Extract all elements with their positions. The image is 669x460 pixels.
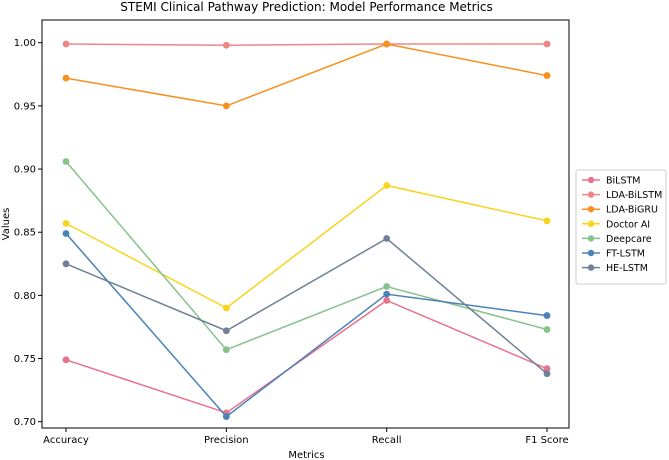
series-ft-lstm: [62, 230, 551, 421]
legend-label: Doctor AI: [606, 219, 650, 230]
data-point: [383, 182, 391, 189]
series-bilstm: [62, 297, 551, 417]
data-point: [383, 40, 391, 48]
legend-item: FT-LSTM: [582, 249, 645, 260]
y-tick-label: 0.80: [14, 291, 36, 302]
x-tick-label: F1 Score: [525, 435, 568, 446]
y-axis-label: Values: [1, 208, 12, 241]
legend-item: Deepcare: [582, 234, 652, 245]
data-point: [222, 413, 230, 421]
legend: BiLSTM LDA-BiLSTM LDA-BiGRU Doctor AI Deepca…: [575, 169, 667, 285]
legend-item: LDA-BiLSTM: [582, 190, 662, 201]
data-point: [62, 230, 70, 237]
data-point: [222, 327, 230, 335]
legend-marker: [587, 176, 595, 184]
series-doctor-ai: [62, 182, 551, 312]
data-point: [383, 297, 391, 304]
series-line: [65, 184, 548, 309]
series-line: [65, 43, 548, 107]
data-point: [383, 290, 391, 298]
data-point: [543, 40, 551, 48]
data-point: [222, 41, 230, 49]
data-point: [222, 346, 230, 354]
series-line: [65, 160, 548, 351]
series-line: [65, 299, 548, 414]
legend-marker: [587, 235, 595, 242]
series-line: [65, 232, 548, 418]
data-point: [543, 365, 551, 373]
legend-item: LDA-BiGRU: [582, 205, 658, 216]
series-line: [65, 237, 548, 375]
x-axis-label: Metrics: [288, 450, 324, 460]
legend-label: LDA-BiGRU: [606, 205, 658, 216]
legend-marker: [587, 191, 595, 198]
legend-item: BiLSTM: [582, 176, 640, 187]
legend-label: HE-LSTM: [606, 263, 648, 274]
series-group: [62, 40, 551, 421]
legend-label: FT-LSTM: [606, 249, 645, 260]
x-tick-label: Accuracy: [43, 435, 89, 446]
data-point: [543, 326, 551, 333]
data-point: [543, 312, 551, 319]
y-axis: 0.70 0.75 0.80 0.85 0.90 0.95 1.00: [14, 38, 42, 428]
y-tick-label: 1.00: [14, 38, 36, 49]
data-point: [383, 283, 391, 290]
data-point: [543, 370, 551, 378]
data-point: [222, 102, 230, 110]
x-axis: Accuracy Precision Recall F1 Score: [43, 428, 569, 446]
y-tick-label: 0.90: [14, 165, 36, 176]
plot-area-frame: [41, 19, 570, 429]
series-lda-bigru: [62, 40, 551, 110]
y-tick-label: 0.85: [14, 228, 36, 239]
legend-label: Deepcare: [606, 234, 652, 245]
data-point: [383, 235, 391, 242]
chart-title: STEMI Clinical Pathway Prediction: Model…: [120, 0, 493, 14]
data-point: [62, 40, 70, 48]
data-point: [62, 260, 70, 268]
x-tick-label: Precision: [204, 435, 249, 446]
data-point: [62, 356, 70, 364]
legend-marker: [587, 264, 595, 271]
legend-marker: [587, 249, 595, 257]
legend-item: HE-LSTM: [582, 263, 648, 274]
data-point: [62, 219, 70, 227]
y-tick-label: 0.70: [14, 417, 36, 428]
legend-item: Doctor AI: [582, 219, 650, 230]
legend-label: BiLSTM: [606, 176, 640, 187]
series-deepcare: [62, 158, 551, 354]
data-point: [543, 217, 551, 225]
data-point: [543, 72, 551, 79]
series-he-lstm: [62, 235, 551, 378]
legend-label: LDA-BiLSTM: [606, 190, 662, 201]
series-lda-bilstm: [62, 40, 551, 49]
x-tick-label: Recall: [372, 435, 402, 446]
data-point: [62, 158, 70, 165]
data-point: [62, 74, 70, 82]
legend-marker: [587, 220, 595, 227]
y-tick-label: 0.95: [14, 101, 36, 112]
y-tick-label: 0.75: [14, 354, 36, 365]
series-line: [65, 43, 547, 47]
data-point: [222, 304, 230, 312]
legend-marker: [587, 206, 595, 213]
legend-frame: [575, 169, 667, 285]
